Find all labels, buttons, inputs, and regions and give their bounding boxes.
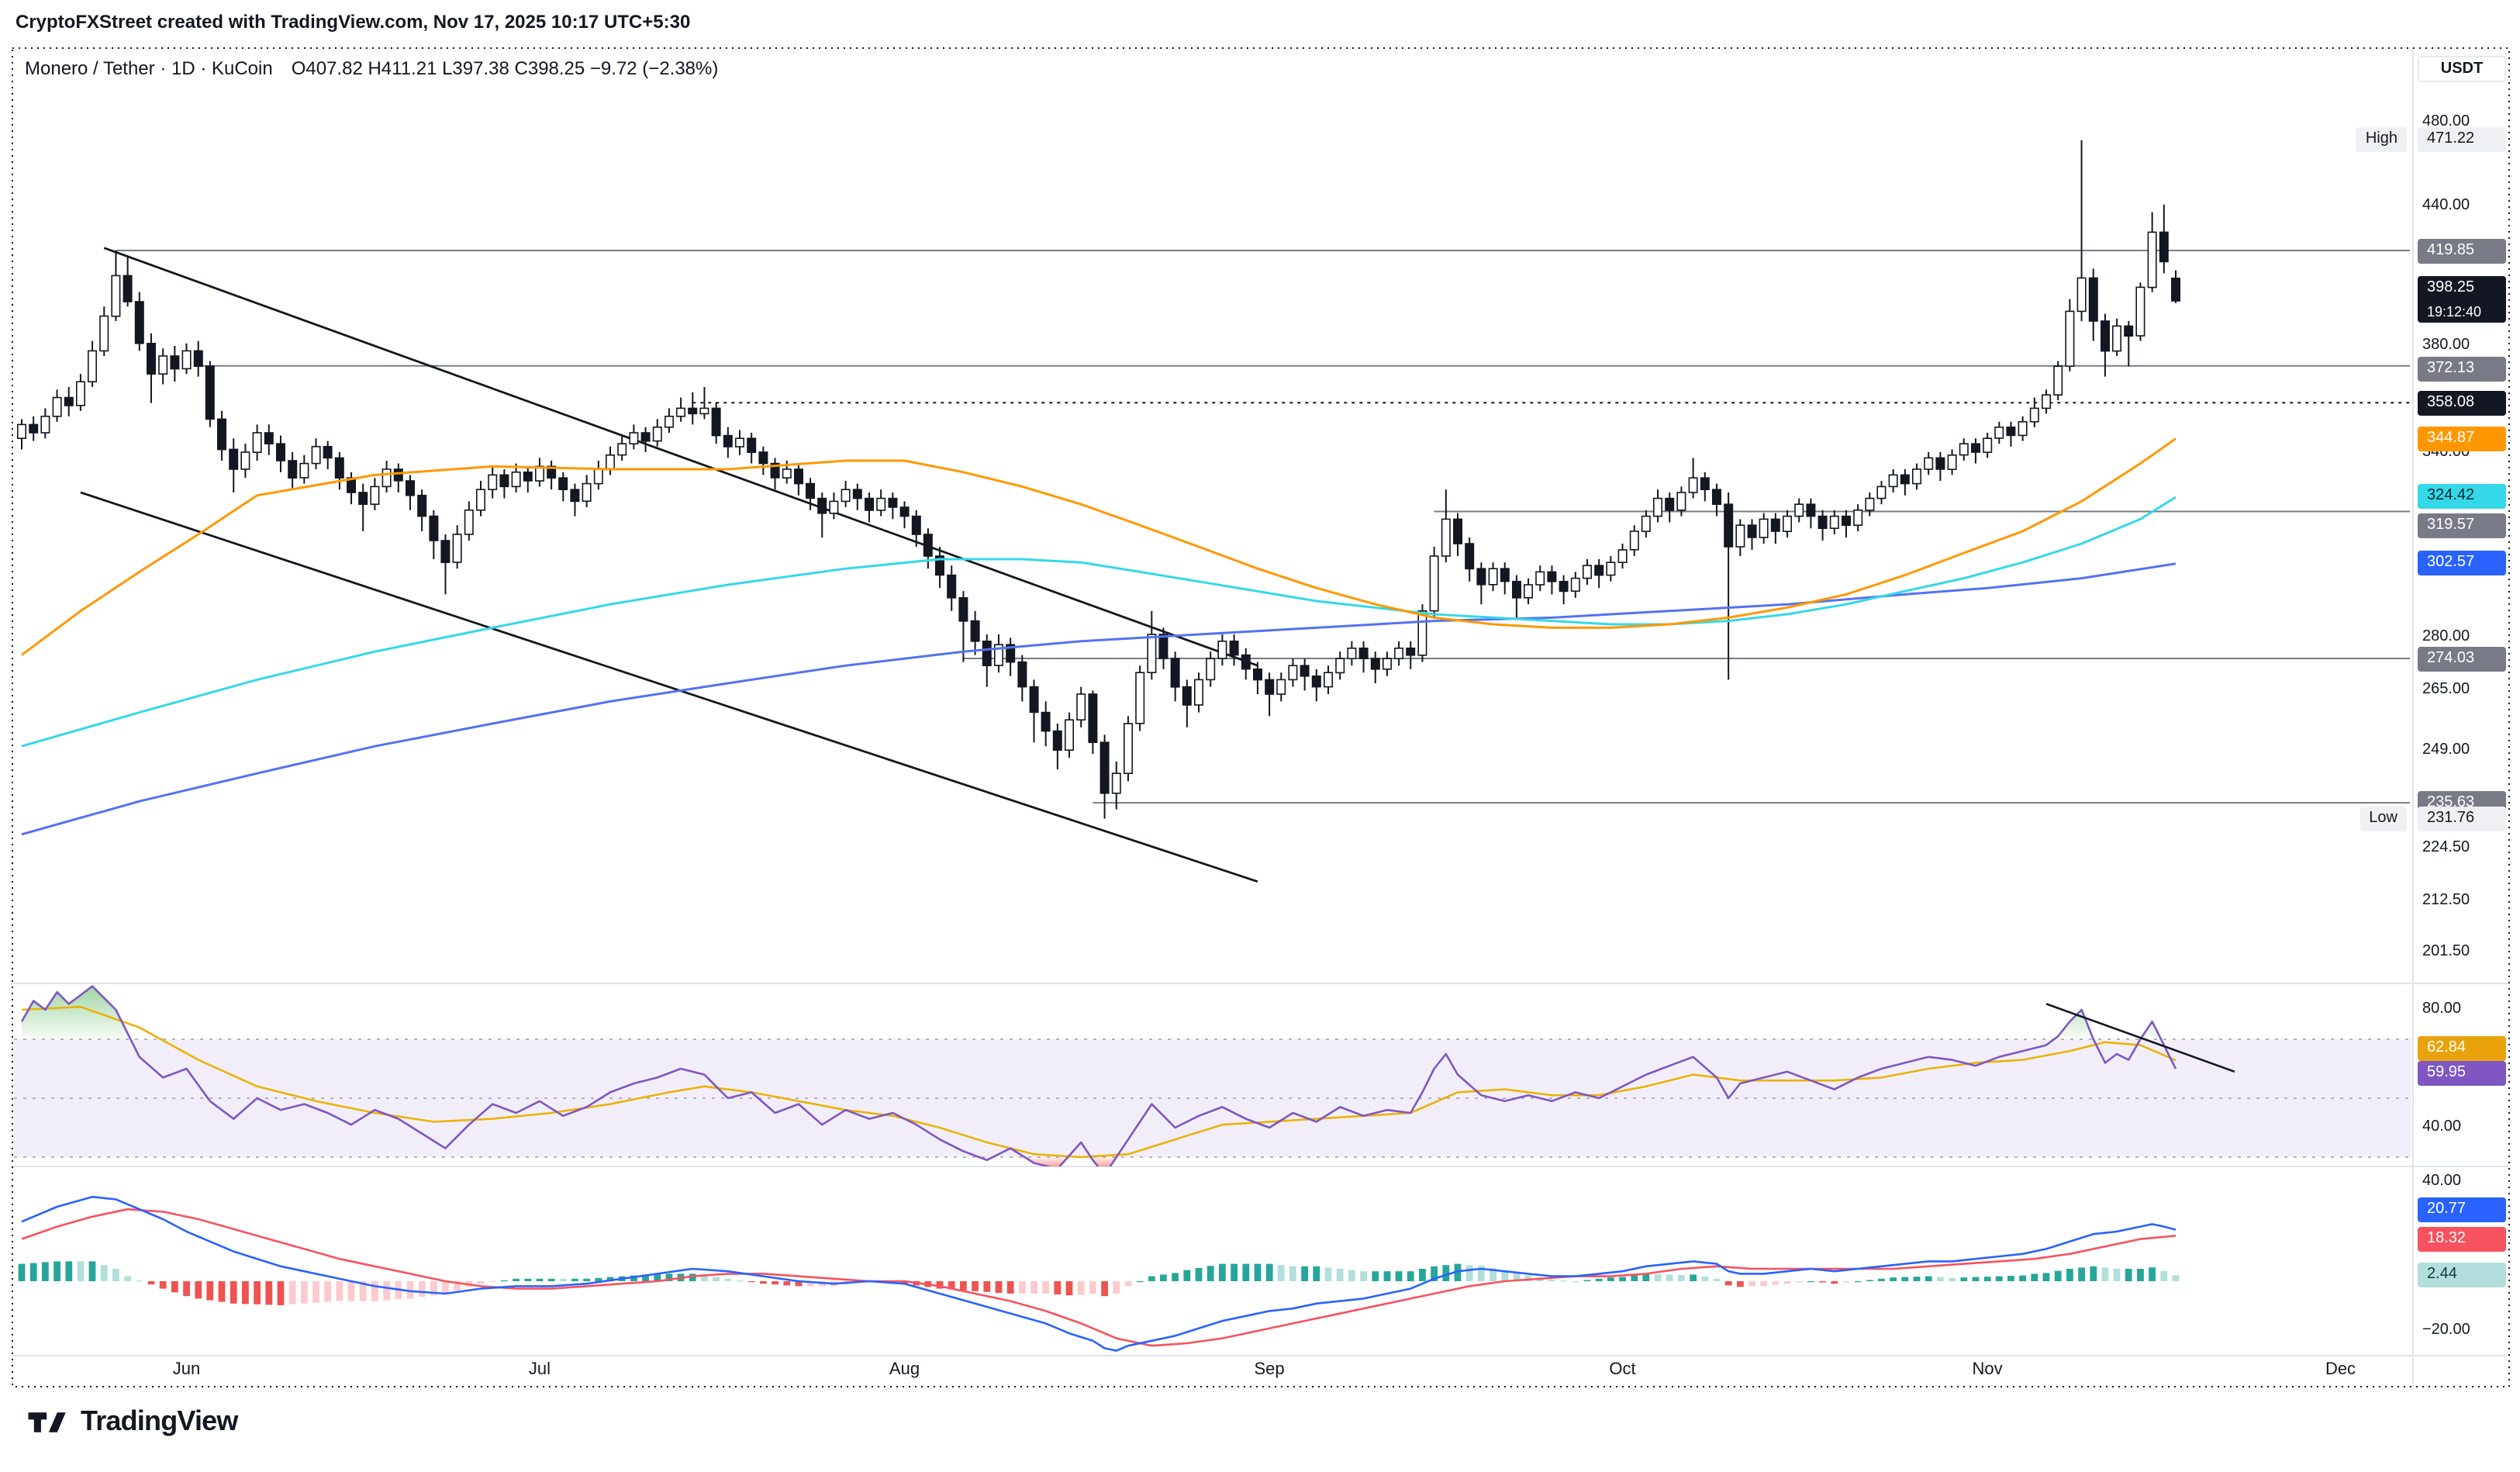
- high-marker-value: 471.22: [2418, 127, 2506, 153]
- price-badge: 20.77: [2418, 1197, 2506, 1222]
- axis-tick-label: 440.00: [2422, 196, 2470, 214]
- axis-tick-label: 201.50: [2422, 943, 2470, 960]
- time-axis-label: Oct: [1609, 1360, 1636, 1379]
- price-badge: 419.85: [2418, 238, 2506, 264]
- price-badge: 18.32: [2418, 1226, 2506, 1252]
- price-badge: 324.42: [2418, 484, 2506, 510]
- axis-tick-label: 80.00: [2422, 1000, 2462, 1018]
- axis-tick-label: 265.00: [2422, 681, 2470, 699]
- time-axis-label: Jun: [172, 1360, 201, 1379]
- high-marker-label: High: [2356, 127, 2407, 153]
- axis-tick-label: 40.00: [2422, 1118, 2462, 1135]
- time-axis-label: Nov: [1972, 1360, 2003, 1379]
- axis-tick-label: 280.00: [2422, 628, 2470, 646]
- low-marker-label: Low: [2359, 806, 2407, 831]
- tradingview-logo: TradingView: [28, 1405, 238, 1438]
- ohlc-readout: O407.82 H411.21 L397.38 C398.25 −9.72 (−…: [291, 57, 719, 79]
- axis-tick-label: 224.50: [2422, 839, 2470, 857]
- time-axis-label: Sep: [1254, 1360, 1285, 1379]
- rsi-pane: [20, 985, 2235, 1166]
- attribution-text: CryptoFXStreet created with TradingView.…: [16, 11, 691, 33]
- axis-tick-label: 249.00: [2422, 741, 2470, 758]
- symbol-title: Monero / Tether · 1D · KuCoin: [25, 57, 273, 79]
- axis-tick-label: 480.00: [2422, 113, 2470, 130]
- tradingview-logo-text: TradingView: [81, 1405, 238, 1436]
- time-axis-label: Aug: [889, 1360, 920, 1379]
- price-badge: 2.44: [2418, 1263, 2506, 1288]
- axis-tick-label: −20.00: [2422, 1322, 2470, 1339]
- quote-currency-label: USDT: [2418, 56, 2506, 82]
- time-axis-label: Jul: [528, 1360, 551, 1379]
- time-axis-label: Dec: [2325, 1360, 2356, 1379]
- price-badge: 59.95: [2418, 1061, 2506, 1087]
- price-badge: 319.57: [2418, 513, 2506, 538]
- price-badge: 344.87: [2418, 426, 2506, 451]
- countdown-timer: 19:12:40: [2427, 304, 2482, 320]
- price-badge: 302.57: [2418, 551, 2506, 576]
- macd-pane: [18, 1195, 2180, 1352]
- price-badge: 398.25 19:12:40: [2418, 276, 2506, 323]
- low-marker-value: 231.76: [2418, 806, 2506, 831]
- price-badge: 274.03: [2418, 646, 2506, 671]
- axis-tick-label: 40.00: [2422, 1173, 2462, 1190]
- price-badge: 358.08: [2418, 390, 2506, 416]
- price-badge: 62.84: [2418, 1035, 2506, 1061]
- symbol-info: Monero / Tether · 1D · KuCoin O407.82 H4…: [25, 57, 718, 79]
- axis-tick-label: 212.50: [2422, 892, 2470, 910]
- axis-tick-label: 380.00: [2422, 336, 2470, 354]
- tradingview-logo-icon: [28, 1412, 66, 1432]
- main-pane: [16, 140, 2410, 883]
- price-badge: 372.13: [2418, 356, 2506, 382]
